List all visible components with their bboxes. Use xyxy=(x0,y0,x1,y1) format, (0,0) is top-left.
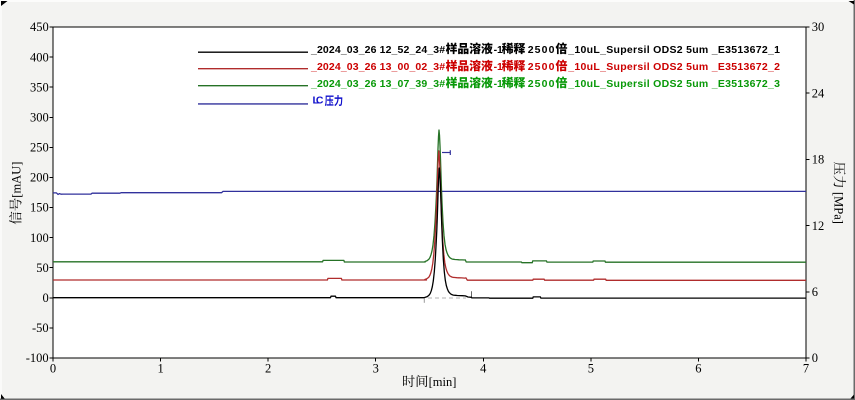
svg-text:-: - xyxy=(494,78,498,90)
svg-text:-: - xyxy=(494,44,498,56)
svg-text:30: 30 xyxy=(812,20,825,34)
svg-text:200: 200 xyxy=(30,171,49,185)
svg-text:LC: LC xyxy=(313,95,324,107)
svg-text:6: 6 xyxy=(695,362,701,376)
svg-text:6: 6 xyxy=(812,285,818,299)
svg-text:_10uL_Supersil ODS2 5um _E3513: _10uL_Supersil ODS2 5um _E3513672_2 xyxy=(567,61,780,73)
svg-text:_2024_03_26 13_00_02_3#: _2024_03_26 13_00_02_3# xyxy=(310,61,445,73)
svg-text:1: 1 xyxy=(497,44,503,56)
svg-text:5: 5 xyxy=(588,362,594,376)
svg-text:250: 250 xyxy=(30,141,49,155)
svg-text:2500: 2500 xyxy=(528,61,555,73)
svg-text:7: 7 xyxy=(803,362,809,376)
svg-text:[min]: [min] xyxy=(429,375,457,389)
svg-text:3: 3 xyxy=(373,362,379,376)
svg-text:_2024_03_26 13_07_39_3#: _2024_03_26 13_07_39_3# xyxy=(310,78,445,90)
svg-text:350: 350 xyxy=(30,80,49,94)
svg-text:50: 50 xyxy=(36,261,49,275)
svg-text:-: - xyxy=(494,61,498,73)
svg-text:_2024_03_26 12_52_24_3#: _2024_03_26 12_52_24_3# xyxy=(310,44,445,56)
svg-text:1: 1 xyxy=(157,362,163,376)
svg-text:450: 450 xyxy=(30,20,49,34)
svg-text:2: 2 xyxy=(265,362,271,376)
svg-text:[mAU]: [mAU] xyxy=(10,162,24,198)
svg-text:100: 100 xyxy=(30,231,49,245)
svg-text:4: 4 xyxy=(480,362,487,376)
svg-text:[MPa]: [MPa] xyxy=(832,192,846,224)
svg-text:_10uL_Supersil ODS2 5um _E3513: _10uL_Supersil ODS2 5um _E3513672_3 xyxy=(567,78,780,90)
svg-text:18: 18 xyxy=(812,153,825,167)
svg-text:-50: -50 xyxy=(32,321,49,335)
svg-text:2500: 2500 xyxy=(528,44,555,56)
svg-text:300: 300 xyxy=(30,111,49,125)
svg-text:24: 24 xyxy=(812,86,825,100)
svg-text:12: 12 xyxy=(812,219,825,233)
svg-text:400: 400 xyxy=(30,50,49,64)
svg-text:150: 150 xyxy=(30,201,49,215)
svg-text:0: 0 xyxy=(42,291,48,305)
svg-text:0: 0 xyxy=(812,351,818,365)
svg-text:2500: 2500 xyxy=(528,78,555,90)
svg-text:1: 1 xyxy=(497,78,503,90)
svg-text:1: 1 xyxy=(497,61,503,73)
svg-text:-100: -100 xyxy=(26,351,49,365)
svg-text:_10uL_Supersil ODS2 5um _E3513: _10uL_Supersil ODS2 5um _E3513672_1 xyxy=(567,44,780,56)
svg-text:0: 0 xyxy=(50,362,56,376)
